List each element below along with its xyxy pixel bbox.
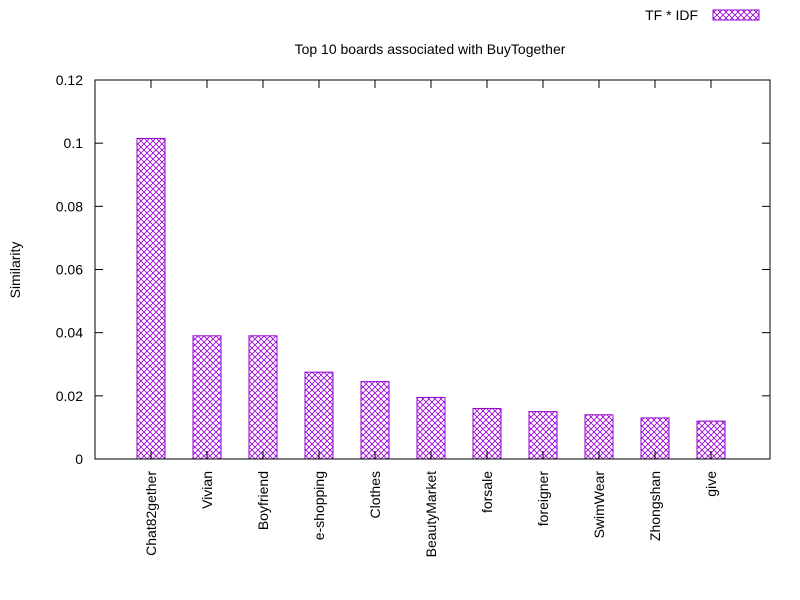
x-axis-ticks: Chat82gether Vivian Boyfriend e-shopping Clo… xyxy=(143,80,719,557)
bar-clothes xyxy=(360,381,390,460)
x-tick-label: forsale xyxy=(479,471,495,513)
y-tick-label: 0.1 xyxy=(64,135,84,151)
bar-vivian xyxy=(192,335,222,460)
x-tick-label: Vivian xyxy=(199,471,215,509)
x-tick-label: Chat82gether xyxy=(143,471,159,556)
x-tick-label: SwimWear xyxy=(591,471,607,539)
legend-swatch xyxy=(712,9,760,21)
x-tick-label: Boyfriend xyxy=(255,471,271,530)
x-tick-label: give xyxy=(703,471,719,497)
x-tick-label: Zhongshan xyxy=(647,471,663,541)
x-tick-label: foreigner xyxy=(535,471,551,527)
bar-chat82gether xyxy=(136,137,166,460)
chart-title: Top 10 boards associated with BuyTogethe… xyxy=(295,41,566,57)
y-tick-label: 0.06 xyxy=(56,262,83,278)
y-axis-label: Similarity xyxy=(7,242,23,299)
y-tick-label: 0.12 xyxy=(56,72,83,88)
x-tick-label: BeautyMarket xyxy=(423,471,439,557)
bars xyxy=(136,137,726,460)
plot-frame xyxy=(94,79,771,460)
y-tick-label: 0.08 xyxy=(56,198,83,214)
x-tick-label: Clothes xyxy=(367,471,383,518)
bar-forsale xyxy=(472,407,502,460)
y-tick-label: 0.04 xyxy=(56,325,83,341)
y-tick-label: 0.02 xyxy=(56,388,83,404)
legend: TF * IDF xyxy=(645,7,760,23)
bar-beautymarket xyxy=(416,396,446,460)
x-tick-label: e-shopping xyxy=(311,471,327,540)
y-tick-label: 0 xyxy=(75,451,83,467)
legend-label: TF * IDF xyxy=(645,7,698,23)
bar-boyfriend xyxy=(248,335,278,460)
bar-e-shopping xyxy=(304,371,334,460)
